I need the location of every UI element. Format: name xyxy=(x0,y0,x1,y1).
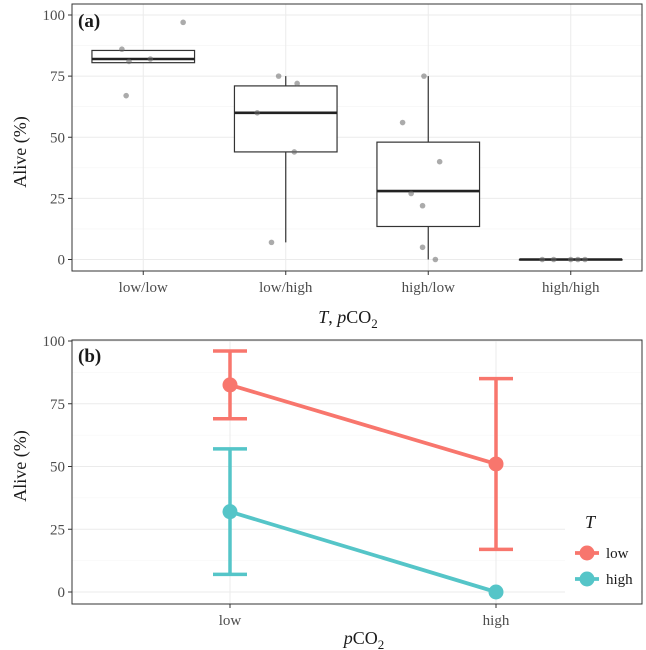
box-low/low xyxy=(91,49,196,64)
panel-b-y-tick-label: 25 xyxy=(50,522,65,538)
series-line xyxy=(229,509,497,594)
panel-a-x-axis-title: T, pCO2 xyxy=(318,307,378,331)
panel-b-y-tick-label: 50 xyxy=(50,460,65,476)
panel-b-x-title-sub: 2 xyxy=(378,637,385,650)
box-iqr xyxy=(233,85,338,153)
data-point xyxy=(419,244,426,251)
series-point xyxy=(488,584,504,600)
legend: T low high xyxy=(575,512,633,588)
panel-b-y-tick-label: 75 xyxy=(50,397,65,413)
panel-a-x-title-co: CO xyxy=(346,307,371,327)
box-high/low xyxy=(376,76,481,260)
data-point xyxy=(408,190,414,197)
legend-key-point xyxy=(579,571,595,587)
data-point xyxy=(180,19,186,26)
data-point xyxy=(436,158,443,165)
series-point xyxy=(222,377,238,393)
panel-b-x-title-co: CO xyxy=(353,628,378,648)
panel-a-x-tick-label: low/high xyxy=(259,280,313,296)
panel-a-plot-area: 0 25 50 75 100 low/low low/high high/low high/hi… xyxy=(43,3,643,296)
legend-label: high xyxy=(606,572,633,588)
data-point xyxy=(254,110,261,116)
panel-b-x-tick-label: low xyxy=(219,613,242,629)
panel-b-plot-area: 0 25 50 75 100 low high xyxy=(43,334,643,629)
series-point xyxy=(222,504,238,520)
panel-a-frame xyxy=(71,3,643,272)
legend-item-low: low xyxy=(575,545,629,562)
panel-a-x-tick-label: high/low xyxy=(402,280,456,296)
data-point xyxy=(575,256,581,263)
data-point xyxy=(294,80,300,87)
data-point xyxy=(123,92,129,99)
panel-a-y-tick-label: 75 xyxy=(50,69,65,85)
panel-b-frame xyxy=(71,339,643,605)
box-iqr xyxy=(376,141,481,228)
box-low/high xyxy=(233,76,338,243)
legend-title: T xyxy=(585,512,597,532)
data-point xyxy=(421,73,427,79)
panel-a-x-tick-label: low/low xyxy=(119,280,168,296)
panel-b-y-tick-label: 100 xyxy=(43,334,66,350)
panel-a-x-title-p: p xyxy=(335,307,346,327)
series-line xyxy=(229,383,497,466)
panel-b-x-axis-title: pCO2 xyxy=(342,628,385,650)
series-low xyxy=(213,349,513,552)
series-point xyxy=(488,456,504,472)
data-point xyxy=(119,46,125,53)
panel-b-y-axis-title: Alive (%) xyxy=(10,430,31,501)
panel-a-x-tick-label: high/high xyxy=(542,280,600,296)
data-point xyxy=(147,56,154,62)
panel-a-y-tick-label: 50 xyxy=(50,130,65,146)
legend-item-high: high xyxy=(575,571,633,588)
data-point xyxy=(539,256,546,263)
data-point xyxy=(275,73,282,79)
panel-a-label: (a) xyxy=(78,11,100,32)
data-point xyxy=(126,58,132,65)
panel-b-y-tick-label: 0 xyxy=(58,585,66,601)
panel-b-x-title-p: p xyxy=(342,628,353,648)
panel-b-lineplot: 0 25 50 75 100 low high (b) Alive (%) pCO2 T l… xyxy=(10,334,643,650)
box-iqr xyxy=(91,49,196,64)
panel-a-x-title-t: T xyxy=(318,307,330,327)
data-point xyxy=(582,256,588,263)
panel-b-x-tick-label: high xyxy=(483,613,510,629)
legend-key-point xyxy=(579,545,595,561)
data-point xyxy=(432,256,439,263)
panel-a-y-axis-title: Alive (%) xyxy=(10,116,31,187)
data-point xyxy=(399,119,406,126)
panel-a-y-tick-label: 100 xyxy=(43,8,66,24)
data-point xyxy=(291,149,298,155)
data-point xyxy=(550,256,557,263)
series-high xyxy=(213,447,504,600)
data-point xyxy=(419,202,426,209)
panel-a-x-title-sub: 2 xyxy=(371,316,378,331)
data-point xyxy=(567,256,574,263)
legend-label: low xyxy=(606,546,629,562)
panel-a-boxplot: 0 25 50 75 100 low/low low/high high/low high/hi… xyxy=(10,3,643,331)
panel-b-label: (b) xyxy=(78,346,101,367)
data-point xyxy=(268,239,275,246)
panel-a-x-title-sep: , xyxy=(328,307,337,327)
panel-a-y-tick-label: 25 xyxy=(50,191,65,207)
panel-a-y-tick-label: 0 xyxy=(58,253,66,269)
